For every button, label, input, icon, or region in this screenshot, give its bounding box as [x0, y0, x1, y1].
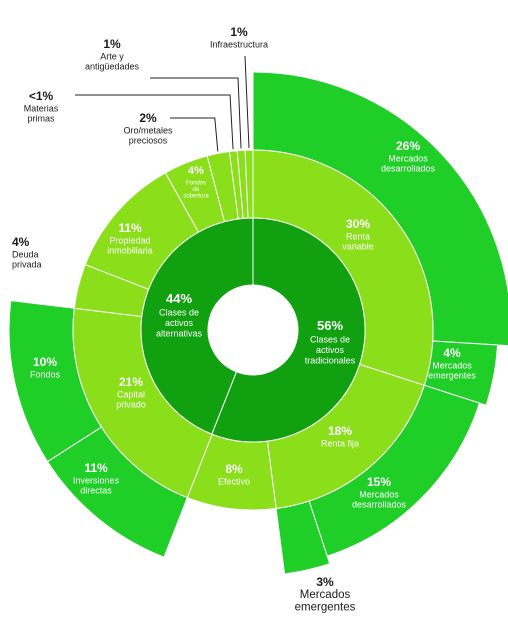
- label-line-propiedad-1: inmobiliaria: [107, 246, 153, 256]
- label-line-arte-1: antigüedades: [85, 62, 140, 72]
- label-cp_fondos: 10%Fondos: [30, 355, 61, 380]
- label-infra: 1%Infraestructura: [210, 25, 268, 50]
- inner-ring: [140, 217, 366, 443]
- label-line-materias-0: Materias: [24, 104, 59, 114]
- segment-labels: 56%Clases deactivostradicionales44%Clase…: [12, 25, 476, 614]
- center-hole: [208, 285, 298, 375]
- label-line-alt-1: activos: [165, 318, 194, 328]
- leader-materias: [75, 94, 234, 150]
- label-line-infra-0: Infraestructura: [210, 40, 268, 50]
- pct-rv_emergentes: 4%: [443, 346, 461, 360]
- pct-capital_privado: 21%: [119, 375, 143, 389]
- label-line-rv_emergentes-0: Mercados: [432, 361, 472, 371]
- leader-lines: [75, 55, 250, 152]
- label-line-trad-1: activos: [316, 345, 345, 355]
- pct-infra: 1%: [230, 25, 248, 39]
- label-line-capital_privado-0: Capital: [117, 390, 145, 400]
- label-line-rf_desarrollados-0: Mercados: [359, 490, 399, 500]
- label-line-fondos_cobertura-1: de: [193, 187, 200, 193]
- pct-renta_fija: 18%: [328, 424, 352, 438]
- pct-oro: 2%: [139, 111, 157, 125]
- pct-propiedad: 11%: [118, 221, 142, 235]
- pct-arte: 1%: [103, 37, 121, 51]
- label-line-rv_desarrollados-1: desarrollados: [381, 164, 436, 174]
- label-line-rv_desarrollados-0: Mercados: [388, 154, 428, 164]
- label-line-renta_variable-0: Renta: [346, 232, 370, 242]
- label-line-rf_emergentes-1: emergentes: [295, 602, 356, 614]
- label-line-rf_emergentes-0: Mercados: [300, 589, 351, 601]
- label-line-fondos_cobertura-0: Fondos: [186, 180, 206, 186]
- label-line-rv_emergentes-1: emergentes: [428, 371, 476, 381]
- pct-rv_desarrollados: 26%: [396, 139, 420, 153]
- pct-deuda_privada: 4%: [12, 235, 30, 249]
- label-line-rf_desarrollados-1: desarrollados: [352, 500, 407, 510]
- label-line-renta_variable-1: variable: [342, 242, 374, 252]
- label-line-deuda_privada-1: privada: [12, 260, 42, 270]
- label-line-trad-0: Clases de: [310, 335, 350, 345]
- label-line-materias-1: primas: [27, 114, 55, 124]
- label-line-oro-0: Oro/metales: [123, 126, 173, 136]
- label-renta_fija: 18%Renta fija: [321, 424, 359, 449]
- label-line-efectivo-0: Efectivo: [218, 477, 250, 487]
- label-line-propiedad-0: Propiedad: [109, 236, 150, 246]
- label-line-renta_fija-0: Renta fija: [321, 439, 359, 449]
- pct-efectivo: 8%: [225, 462, 243, 476]
- label-line-cp_directas-0: Inversiones: [73, 476, 120, 486]
- pct-cp_directas: 11%: [84, 461, 108, 475]
- label-line-alt-2: alternativas: [156, 329, 203, 339]
- label-line-oro-1: preciosos: [129, 136, 168, 146]
- label-line-deuda_privada-0: Deuda: [12, 250, 39, 260]
- label-line-alt-0: Clases de: [159, 308, 199, 318]
- pct-rf_desarrollados: 15%: [367, 475, 391, 489]
- label-line-capital_privado-1: privado: [116, 400, 146, 410]
- label-line-cp_directas-1: directas: [80, 486, 112, 496]
- pct-alt: 44%: [166, 291, 192, 306]
- pct-cp_fondos: 10%: [33, 355, 57, 369]
- leader-infra: [244, 55, 250, 149]
- pct-fondos_cobertura: 4%: [188, 165, 204, 177]
- pct-rf_emergentes: 3%: [316, 575, 334, 589]
- label-line-trad-2: tradicionales: [305, 356, 356, 366]
- label-efectivo: 8%Efectivo: [218, 462, 250, 487]
- pct-materias: <1%: [29, 89, 54, 103]
- label-line-fondos_cobertura-2: cobertura: [183, 193, 209, 199]
- leader-oro: [170, 117, 219, 152]
- label-line-cp_fondos-0: Fondos: [30, 370, 61, 380]
- pct-renta_variable: 30%: [346, 217, 370, 231]
- leader-arte: [150, 77, 242, 149]
- label-line-arte-0: Arte y: [100, 52, 124, 62]
- pct-trad: 56%: [317, 318, 343, 333]
- middle-ring: [72, 149, 434, 511]
